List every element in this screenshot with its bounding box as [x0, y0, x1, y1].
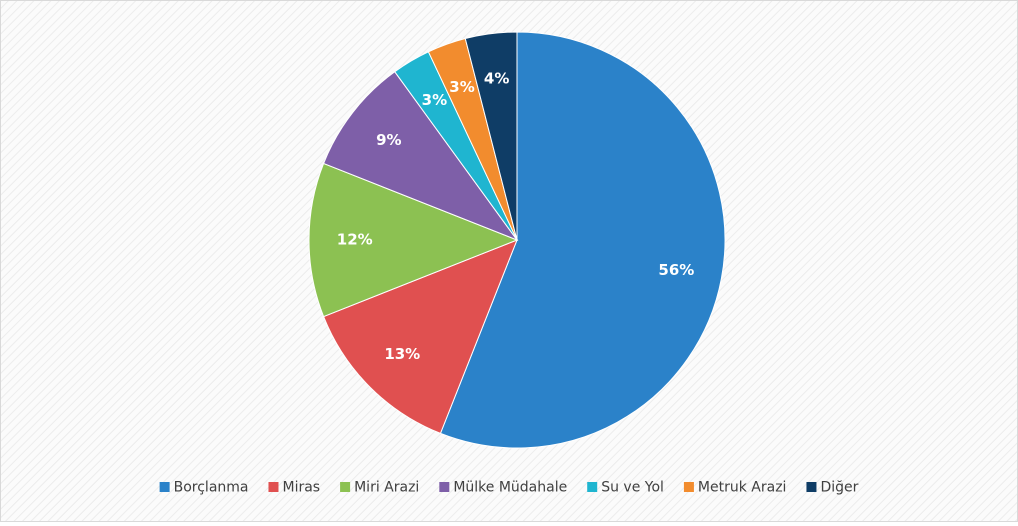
data-label: 13% — [384, 345, 420, 363]
legend-swatch — [268, 482, 279, 492]
pie-slice — [322, 239, 518, 435]
legend-swatch — [587, 482, 598, 492]
pie-slice — [439, 31, 726, 449]
legend-label: Su ve Yol — [601, 480, 664, 496]
pie-slice — [308, 162, 519, 318]
legend-swatch — [683, 482, 694, 492]
legend-label: Mülke Müdahale — [453, 480, 567, 496]
legend-swatch — [439, 482, 450, 492]
data-label: 56% — [658, 261, 694, 279]
legend-swatch — [806, 482, 817, 492]
legend-label: Miras — [282, 480, 320, 496]
data-label: 12% — [337, 231, 373, 249]
data-label: 4% — [484, 70, 509, 88]
data-label: 9% — [376, 131, 401, 149]
data-label: 3% — [449, 78, 474, 96]
pie-slice — [464, 31, 518, 241]
legend-swatch — [340, 482, 351, 492]
legend-swatch — [159, 482, 170, 492]
legend-label: Metruk Arazi — [698, 480, 787, 496]
legend-label: Miri Arazi — [354, 480, 419, 496]
legend-label: Borçlanma — [174, 480, 249, 496]
data-label: 3% — [422, 91, 447, 109]
pie-slice — [322, 71, 519, 242]
legend-label: Diğer — [820, 480, 858, 496]
